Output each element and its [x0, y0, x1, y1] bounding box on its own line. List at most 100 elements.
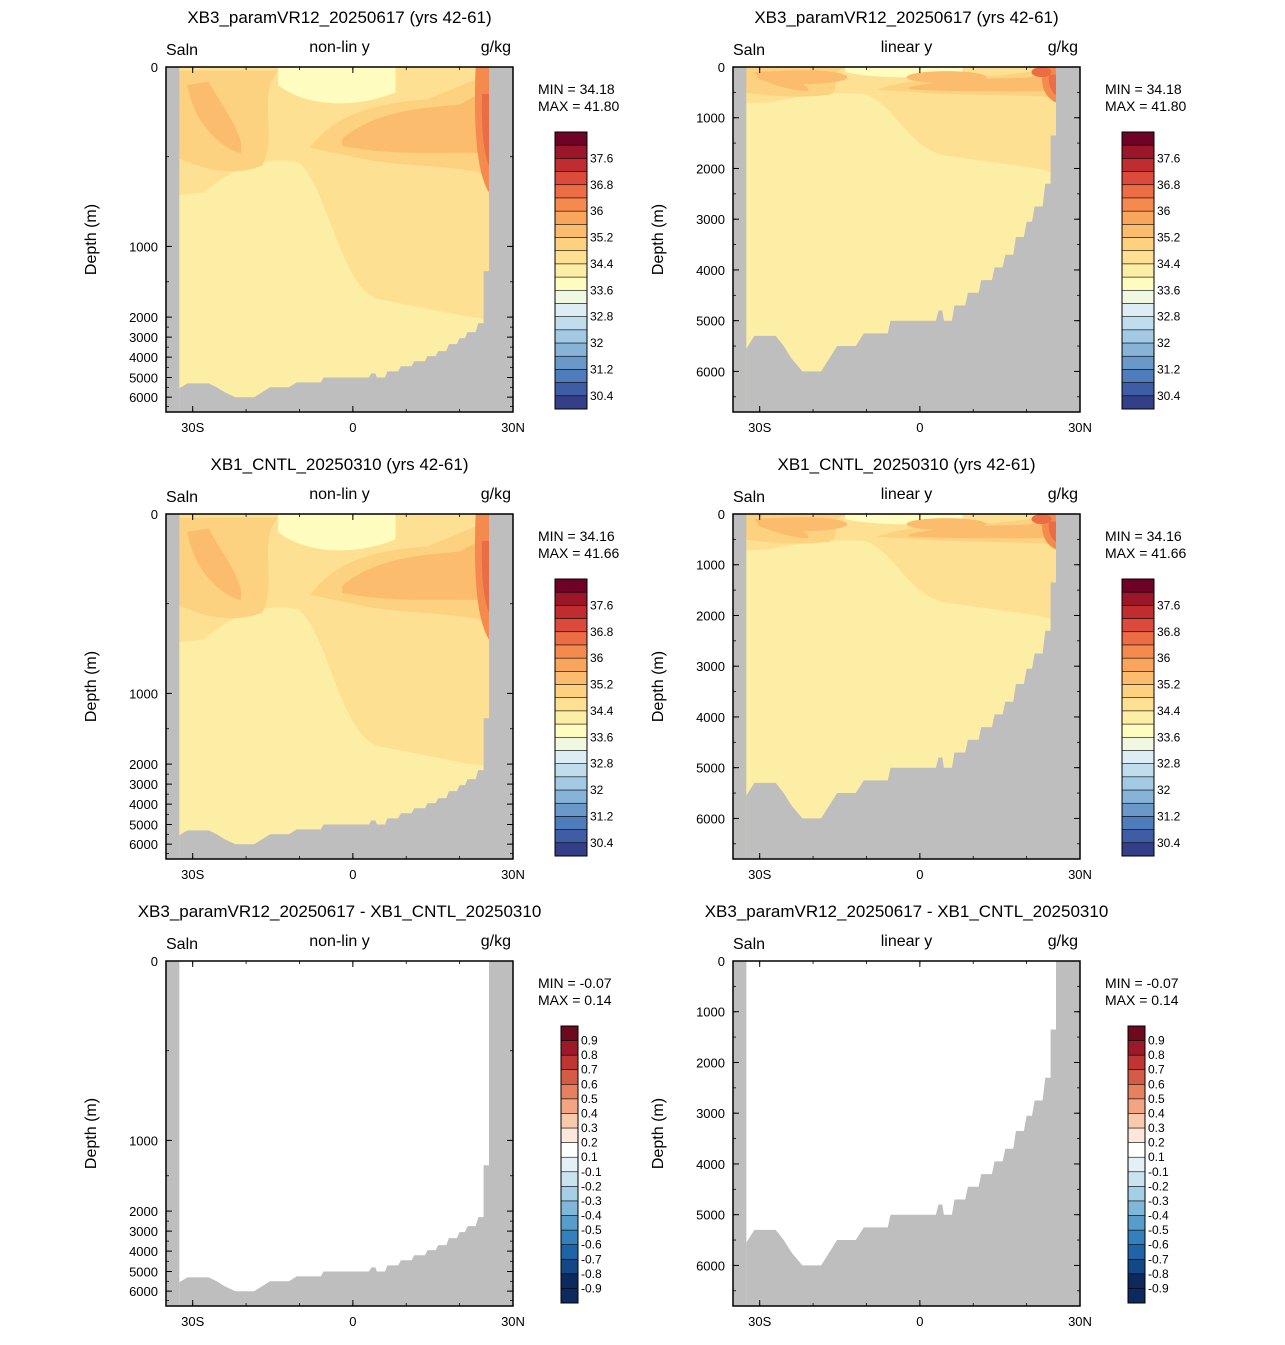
- y-tick-label: 1000: [129, 1133, 158, 1148]
- salinity-med-core: [481, 93, 489, 166]
- colorbar-box: [560, 1113, 579, 1129]
- colorbar-box: [554, 789, 588, 804]
- x-tick-label: 0: [916, 867, 923, 882]
- colorbar-box: [554, 736, 588, 751]
- y-tick-label: 1000: [696, 1005, 725, 1020]
- salinity-south-core: [187, 81, 242, 154]
- y-tick-label: 5000: [129, 1265, 158, 1280]
- land-bottom: [746, 67, 1080, 412]
- colorbar-label: 30.4: [1157, 389, 1181, 403]
- y-tick-label: 3000: [696, 212, 725, 227]
- colorbar-label: 0.7: [581, 1063, 598, 1077]
- colorbar-box: [1121, 591, 1155, 606]
- min-label: MIN = 34.16: [538, 528, 615, 544]
- y-tick-label: 3000: [696, 1106, 725, 1121]
- colorbar-box: [1121, 842, 1155, 857]
- colorbar-label: 36: [590, 651, 604, 665]
- x-tick-label: 30S: [181, 420, 204, 435]
- x-tick-label: 30N: [1068, 1314, 1092, 1329]
- colorbar-label: 0.6: [1148, 1077, 1165, 1091]
- y-tick-label: 2000: [696, 161, 725, 176]
- colorbar-box: [560, 1200, 579, 1217]
- colorbar: 37.6 36.8 36 35.2 34.4 33.6 32.8 32 31.2 30.4: [1121, 578, 1181, 857]
- colorbar-box: [554, 224, 588, 239]
- colorbar-box: [554, 802, 588, 817]
- y-tick-label: 3000: [129, 330, 158, 345]
- colorbar-box: [1121, 395, 1155, 410]
- x-tick-label: 30S: [181, 867, 204, 882]
- plot-area: [733, 67, 1080, 412]
- colorbar-box: [1121, 697, 1155, 712]
- colorbar-box: [554, 697, 588, 712]
- colorbar-box: [1121, 684, 1155, 699]
- colorbar-label: 35.2: [1157, 231, 1181, 245]
- colorbar-box: [1121, 723, 1155, 738]
- colorbar-box: [560, 1069, 579, 1085]
- panel-2: XB3_paramVR12_20250617 (yrs 42-61) Saln li…: [650, 8, 1187, 435]
- panel-3: XB1_CNTL_20250310 (yrs 42-61) Saln non-lin…: [83, 455, 620, 882]
- colorbar-label: 36.8: [590, 178, 614, 192]
- salinity-core-36: [342, 88, 489, 154]
- salinity-core-36: [909, 520, 1056, 539]
- y-tick-label: 3000: [129, 777, 158, 792]
- colorbar-label: 36.8: [590, 625, 614, 639]
- y-tick-label: 5000: [696, 761, 725, 776]
- panel-1: XB3_paramVR12_20250617 (yrs 42-61) Saln no…: [83, 8, 620, 435]
- colorbar-label: 36: [590, 204, 604, 218]
- colorbar-label: 33.6: [1157, 283, 1181, 297]
- panel-title: XB3_paramVR12_20250617 - XB1_CNTL_202503…: [705, 902, 1109, 921]
- colorbar-box: [1121, 382, 1155, 397]
- colorbar-box: [1121, 829, 1155, 844]
- x-tick-label: 30S: [181, 1314, 204, 1329]
- colorbar-label: 36.8: [1157, 625, 1181, 639]
- panel-title: XB3_paramVR12_20250617 (yrs 42-61): [754, 8, 1058, 27]
- colorbar-label: 37.6: [590, 151, 614, 165]
- x-tick-label: 0: [916, 1314, 923, 1329]
- colorbar: 37.6 36.8 36 35.2 34.4 33.6 32.8 32 31.2 30.4: [554, 578, 614, 857]
- colorbar-label: -0.3: [581, 1194, 602, 1208]
- land-west: [166, 514, 180, 859]
- colorbar-box: [554, 382, 588, 397]
- y-tick-label: 1000: [696, 558, 725, 573]
- y-axis-label: Depth (m): [83, 204, 100, 275]
- colorbar-label: 0.3: [581, 1121, 598, 1135]
- y-tick-label: 5000: [696, 314, 725, 329]
- y-tick-label: 6000: [129, 1284, 158, 1299]
- colorbar-label: -0.6: [1148, 1238, 1169, 1252]
- colorbar-box: [554, 355, 588, 370]
- max-label: MAX = 0.14: [1105, 992, 1179, 1008]
- variable-label: Saln: [166, 489, 198, 506]
- x-tick-label: 30S: [748, 1314, 771, 1329]
- colorbar-box: [1127, 1025, 1146, 1042]
- colorbar-box: [1121, 144, 1155, 159]
- colorbar-box: [560, 1025, 579, 1042]
- colorbar: 0.90.80.70.60.50.40.30.20.1-0.1-0.2-0.3-…: [560, 1025, 602, 1304]
- colorbar-label: 31.2: [590, 362, 614, 376]
- salinity-med-core: [481, 540, 489, 613]
- colorbar-box: [554, 250, 588, 265]
- colorbar-label: 0.5: [581, 1092, 598, 1106]
- colorbar-box: [1121, 303, 1155, 318]
- colorbar-box: [554, 618, 588, 633]
- colorbar-label: 0.4: [1148, 1106, 1165, 1120]
- colorbar-label: 37.6: [1157, 151, 1181, 165]
- y-scale-label: linear y: [881, 933, 933, 950]
- y-tick-label: 0: [718, 507, 725, 522]
- colorbar-label: 34.4: [590, 257, 614, 271]
- panel-title: XB3_paramVR12_20250617 - XB1_CNTL_202503…: [138, 902, 542, 921]
- min-label: MIN = 34.18: [1105, 81, 1182, 97]
- units-label: g/kg: [481, 486, 511, 503]
- colorbar-box: [1121, 355, 1155, 370]
- colorbar-box: [1121, 342, 1155, 357]
- panel-6: XB3_paramVR12_20250617 - XB1_CNTL_202503…: [650, 902, 1179, 1329]
- panel-4: XB1_CNTL_20250310 (yrs 42-61) Saln linear …: [650, 455, 1187, 882]
- salinity-surface-south: [757, 70, 848, 85]
- colorbar-box: [1121, 644, 1155, 659]
- colorbar-label: 31.2: [1157, 809, 1181, 823]
- colorbar-box: [554, 158, 588, 173]
- colorbar-box: [554, 197, 588, 212]
- y-tick-label: 0: [151, 507, 158, 522]
- colorbar-label: 31.2: [590, 809, 614, 823]
- y-tick-label: 2000: [696, 1055, 725, 1070]
